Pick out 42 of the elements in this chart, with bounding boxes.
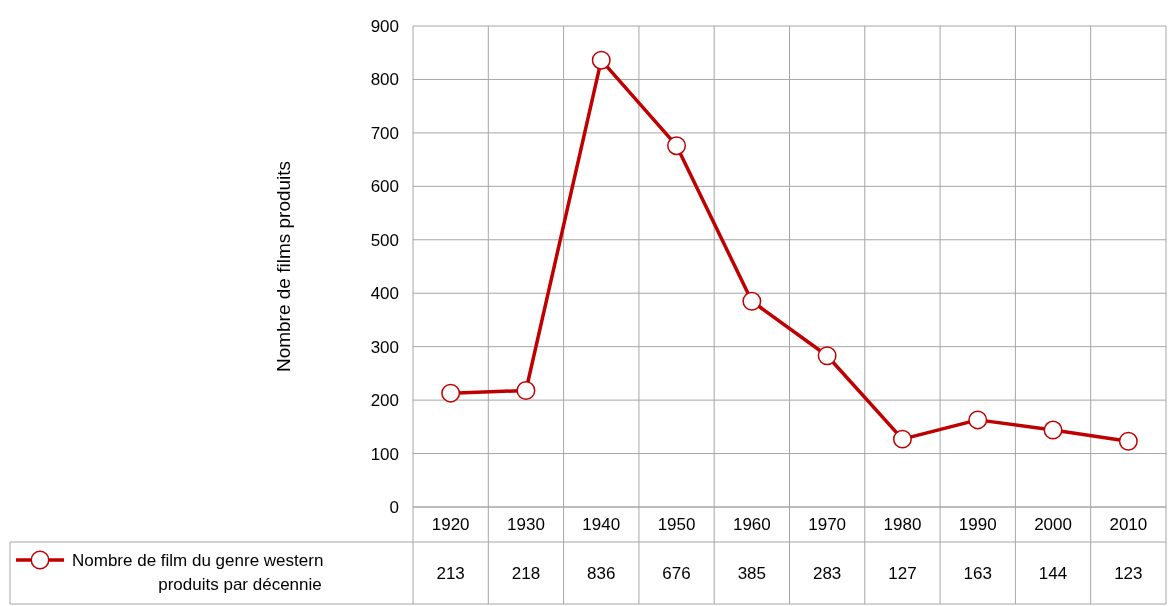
x-tick-label: 2000	[1034, 515, 1072, 535]
data-label: 213	[436, 563, 465, 583]
data-label: 127	[888, 563, 917, 583]
x-tick-label: 1920	[431, 515, 470, 535]
data-label: 836	[587, 563, 616, 583]
data-label: 218	[511, 563, 541, 583]
y-tick-label: 900	[370, 16, 399, 36]
y-axis-title: Nombre de films produits	[273, 160, 294, 373]
point	[441, 383, 461, 403]
y-tick-label: 300	[370, 337, 399, 357]
data-label: 385	[737, 563, 767, 583]
point	[968, 410, 988, 430]
point	[1118, 431, 1138, 451]
y-tick-label: 600	[370, 177, 399, 197]
x-tick-label: 1960	[732, 515, 771, 535]
x-tick-label: 1970	[808, 515, 847, 535]
y-tick-label: 800	[370, 70, 399, 90]
data-label: 123	[1114, 563, 1143, 583]
point	[892, 429, 912, 449]
x-tick-label: 1930	[507, 515, 545, 535]
point	[1043, 420, 1063, 440]
y-tick-label: 100	[370, 444, 399, 464]
point	[742, 291, 762, 311]
y-tick-label: 200	[370, 391, 399, 411]
data-label: 163	[963, 563, 992, 583]
point	[516, 381, 536, 400]
data-label: 283	[812, 563, 842, 583]
x-tick-label: 2010	[1109, 515, 1148, 535]
point	[817, 346, 837, 366]
x-tick-label: 1990	[958, 515, 997, 535]
y-tick-label: 700	[370, 123, 399, 143]
y-tick-label: 400	[370, 284, 399, 304]
data-label: 676	[662, 563, 691, 583]
legend-label: Nombre de film du genre western produits par décennie	[72, 550, 324, 594]
point	[667, 136, 687, 156]
x-tick-label: 1980	[883, 515, 922, 535]
x-tick-label: 1940	[582, 515, 621, 535]
y-tick-label: 0	[389, 497, 399, 517]
data-label: 144	[1038, 563, 1068, 583]
point	[591, 50, 611, 70]
y-tick-label: 500	[370, 230, 399, 250]
x-tick-label: 1950	[657, 515, 696, 535]
